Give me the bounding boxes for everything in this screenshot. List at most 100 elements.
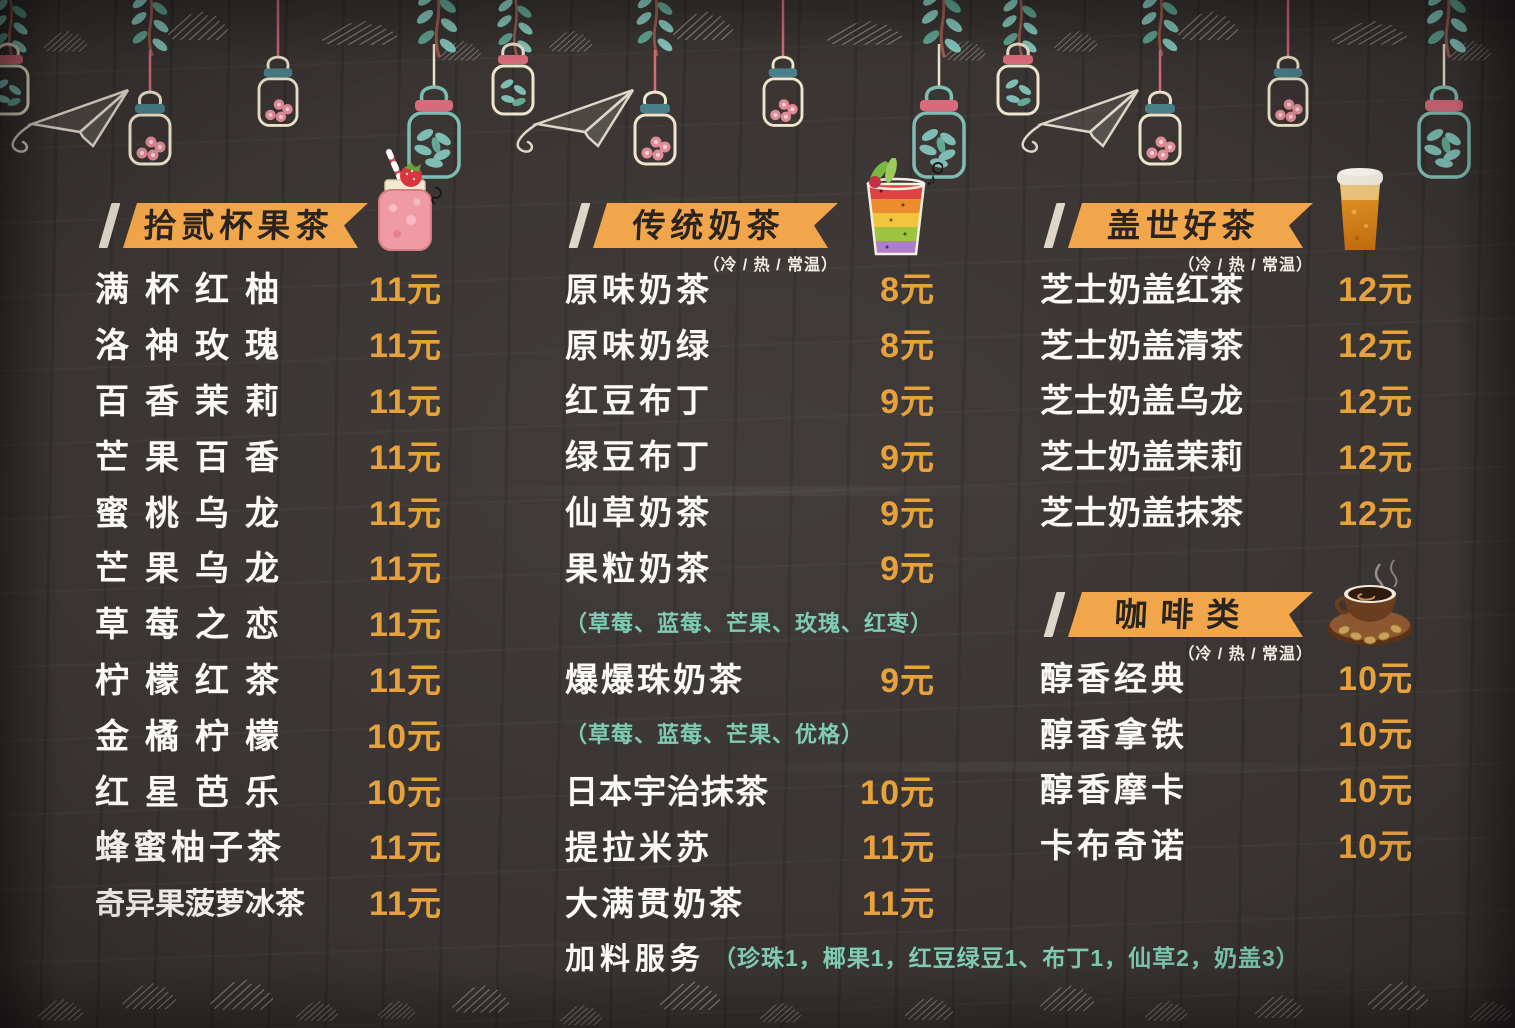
item-price: 11元: [369, 885, 442, 924]
section-banner: 拾贰杯果茶: [123, 203, 368, 248]
chalk-slash-icon: [568, 203, 591, 248]
item-name: 提拉米苏: [565, 828, 713, 866]
item-price: 11元: [369, 661, 442, 700]
item-price: 11元: [369, 382, 442, 421]
item-name: 芒果百香: [95, 438, 295, 477]
menu-item-row: 醇香拿铁 10元: [1040, 704, 1413, 760]
item-price: 10元: [367, 773, 442, 812]
menu-item-row: 红星芭乐 10元: [95, 761, 442, 817]
section-subtitle: （冷 / 热 / 常温）: [1178, 646, 1313, 663]
item-name: 柠檬红茶: [95, 661, 295, 700]
item-name: 蜂蜜柚子茶: [95, 829, 285, 868]
item-price: 8元: [880, 271, 935, 310]
menu-item-row: 提拉米苏 11元: [565, 817, 935, 873]
flavor-note-row: （草莓、蓝莓、芒果、玫瑰、红枣）: [565, 594, 935, 650]
flavor-note: （草莓、蓝莓、芒果、玫瑰、红枣）: [565, 610, 934, 636]
item-price: 10元: [1338, 660, 1413, 699]
item-price: 11元: [862, 829, 935, 868]
menu-item-row: 金橘柠檬 10元: [95, 705, 442, 761]
item-name: 红豆布丁: [565, 382, 713, 420]
item-price: 12元: [1338, 494, 1413, 533]
section-fruit-tea: 拾贰杯果茶 满杯红柚 11元 洛神玫瑰 11元 百香茉莉 11元 芒果百香 11元 蜜桃乌龙 11…: [95, 203, 442, 929]
chalk-slash-icon: [98, 203, 121, 248]
item-name: 芝士奶盖红茶: [1040, 270, 1244, 308]
item-name: 芝士奶盖清茶: [1040, 326, 1244, 364]
menu-item-row: 芝士奶盖乌龙 12元: [1040, 371, 1413, 427]
menu-item-list: 原味奶茶 8元 原味奶绿 8元 红豆布丁 9元 绿豆布丁 9元 仙草奶茶 9元 果粒奶茶 9元 （草莓、…: [565, 259, 1299, 984]
item-name: 绿豆布丁: [565, 438, 713, 476]
item-price: 9元: [880, 550, 935, 589]
section-title: 盖世好茶: [1106, 207, 1261, 244]
menu-item-list: 芝士奶盖红茶 12元 芝士奶盖清茶 12元 芝士奶盖乌龙 12元 芝士奶盖茉莉 12元 芝士奶盖…: [1040, 259, 1413, 538]
section-subtitle: （冷 / 热 / 常温）: [703, 257, 838, 274]
menu-item-row: 爆爆珠奶茶 9元: [565, 650, 935, 706]
svg-text:♪: ♪: [923, 168, 939, 192]
item-price: 11元: [369, 829, 442, 868]
item-name: 芒果乌龙: [95, 550, 295, 589]
menu-item-row: 日本宇治抹茶 10元: [565, 761, 935, 817]
item-price: 12元: [1338, 382, 1413, 421]
item-name: 金橘柠檬: [95, 717, 295, 756]
section-title: 拾贰杯果茶: [142, 207, 335, 244]
item-name: 原味奶茶: [565, 270, 713, 308]
menu-item-row: 大满贯奶茶 11元: [565, 873, 935, 929]
section-title: 传统奶茶: [631, 207, 786, 244]
menu-item-row: 芝士奶盖茉莉 12元: [1040, 426, 1413, 482]
item-price: 11元: [369, 606, 442, 645]
menu-item-list: 满杯红柚 11元 洛神玫瑰 11元 百香茉莉 11元 芒果百香 11元 蜜桃乌龙 11元 芒果乌龙 1…: [95, 259, 442, 929]
menu-item-row: 醇香经典 10元: [1040, 648, 1413, 704]
item-price: 11元: [369, 327, 442, 366]
item-name: 芝士奶盖茉莉: [1040, 438, 1244, 476]
item-name: 洛神玫瑰: [95, 327, 295, 366]
addon-service-note: （珍珠1，椰果1，红豆绿豆1、布丁1，仙草2，奶盖3）: [713, 945, 1300, 972]
menu-item-row: 蜂蜜柚子茶 11元: [95, 817, 442, 873]
menu-item-row: 芝士奶盖清茶 12元: [1040, 315, 1413, 371]
item-name: 仙草奶茶: [565, 494, 713, 532]
item-name: 芝士奶盖乌龙: [1040, 382, 1244, 420]
item-price: 10元: [1338, 771, 1413, 810]
item-name: 果粒奶茶: [565, 549, 713, 587]
menu-item-row: 卡布奇诺 10元: [1040, 815, 1413, 871]
menu-item-row: 原味奶茶 8元: [565, 259, 935, 315]
section-cheese-tea: 盖世好茶 （冷 / 热 / 常温） 芝士奶盖红茶 12元 芝士奶盖清茶 12元 芝士奶盖…: [1040, 203, 1413, 538]
menu-item-row: 红豆布丁 9元: [565, 371, 935, 427]
menu-item-row: 芝士奶盖红茶 12元: [1040, 259, 1413, 315]
menu-item-row: 柠檬红茶 11元: [95, 650, 442, 706]
chalk-slash-icon: [1043, 203, 1066, 248]
menu-item-row: 芒果乌龙 11元: [95, 538, 442, 594]
item-price: 11元: [369, 438, 442, 477]
item-name: 草莓之恋: [95, 606, 295, 645]
item-name: 满杯红柚: [95, 271, 295, 310]
section-coffee: 咖啡类 （冷 / 热 / 常温） 醇香经典 10元 醇香拿铁 10元 醇香摩卡 10元 卡布…: [1040, 592, 1413, 871]
item-name: 卡布奇诺: [1040, 827, 1188, 865]
menu-item-row: 仙草奶茶 9元: [565, 482, 935, 538]
item-name: 蜜桃乌龙: [95, 494, 295, 533]
item-price: 10元: [1338, 827, 1413, 866]
menu-item-row: 醇香摩卡 10元: [1040, 760, 1413, 816]
item-price: 12元: [1338, 438, 1413, 477]
item-price: 9元: [880, 438, 935, 477]
item-name: 醇香摩卡: [1040, 771, 1188, 809]
item-name: 原味奶绿: [565, 326, 713, 364]
item-name: 醇香经典: [1040, 659, 1188, 697]
flavor-note: （草莓、蓝莓、芒果、优格）: [565, 722, 865, 748]
item-price: 12元: [1338, 327, 1413, 366]
item-price: 9元: [880, 661, 935, 700]
item-name: 爆爆珠奶茶: [565, 661, 745, 699]
section-milk-tea: 传统奶茶 （冷 / 热 / 常温） 原味奶茶 8元 原味奶绿 8元 红豆布丁 9元 绿豆布丁…: [565, 203, 1299, 984]
menu-item-row: 百香茉莉 11元: [95, 371, 442, 427]
flavor-note-row: （草莓、蓝莓、芒果、优格）: [565, 705, 935, 761]
item-price: 11元: [369, 494, 442, 533]
item-price: 8元: [880, 327, 935, 366]
menu-item-row: 芝士奶盖抹茶 12元: [1040, 482, 1413, 538]
item-price: 9元: [880, 382, 935, 421]
item-price: 10元: [367, 717, 442, 756]
menu-item-row: 草莓之恋 11元: [95, 594, 442, 650]
item-price: 9元: [880, 494, 935, 533]
item-name: 大满贯奶茶: [565, 884, 745, 922]
chalk-streak: [430, 486, 1080, 496]
section-banner: 传统奶茶: [593, 203, 838, 248]
item-name: 奇异果菠萝冰茶: [95, 887, 305, 921]
addon-service-row: 加料服务 （珍珠1，椰果1，红豆绿豆1、布丁1，仙草2，奶盖3）: [565, 929, 1299, 985]
